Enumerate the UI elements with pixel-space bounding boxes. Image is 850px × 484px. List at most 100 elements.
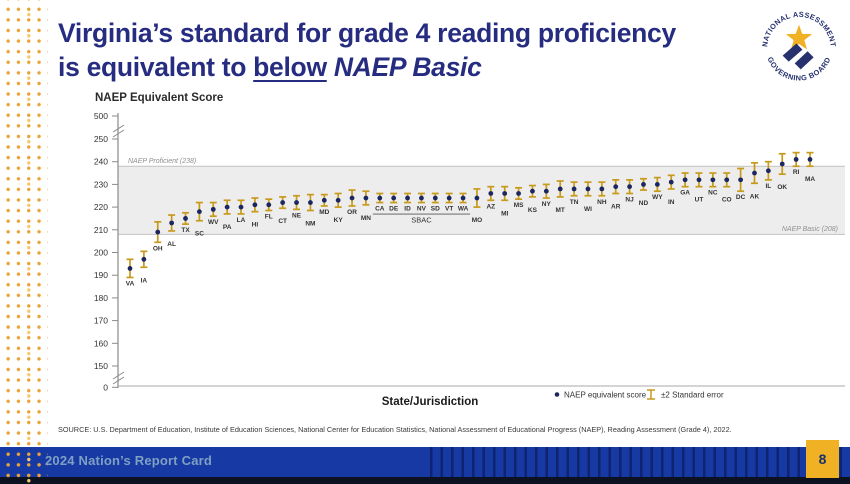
state-label: WA xyxy=(458,206,469,213)
logo-chevron-icon xyxy=(782,43,803,62)
data-point xyxy=(377,195,383,201)
data-point xyxy=(530,188,535,194)
decorative-dot-pattern xyxy=(0,0,48,484)
state-label: KS xyxy=(528,207,538,214)
data-point xyxy=(432,195,438,201)
legend-label-score: NAEP equivalent score xyxy=(564,391,647,400)
y-tick-label: 210 xyxy=(94,225,108,235)
data-point xyxy=(280,200,286,205)
state-label: SC xyxy=(195,231,204,238)
state-label: IL xyxy=(765,183,771,190)
y-tick-label: 190 xyxy=(94,270,108,280)
data-point xyxy=(363,195,369,201)
y-tick-label: 200 xyxy=(94,248,108,258)
nagb-logo-icon: NATIONAL ASSESSMENT GOVERNING BOARD xyxy=(760,10,837,83)
state-label: MS xyxy=(514,202,524,209)
state-label: AL xyxy=(167,241,176,248)
state-label: KY xyxy=(334,217,344,224)
axis-break-icon xyxy=(112,376,125,385)
chart-y-axis-title: NAEP Equivalent Score xyxy=(95,92,224,104)
legend-error-bar-icon xyxy=(647,389,655,400)
data-point xyxy=(599,186,605,192)
state-label: VT xyxy=(445,206,453,213)
logo-chevron2-icon xyxy=(794,51,814,70)
data-point xyxy=(127,265,133,271)
chart-x-axis-title: State/Jurisdiction xyxy=(382,396,479,408)
data-point xyxy=(238,204,244,210)
state-label: OR xyxy=(347,209,357,216)
data-point xyxy=(321,197,327,203)
state-label: VA xyxy=(126,280,135,287)
state-label: CO xyxy=(722,197,732,204)
y-tick-label: 230 xyxy=(94,179,108,189)
naep-proficient-line-label: NAEP Proficient (238) xyxy=(128,158,196,165)
state-label: MO xyxy=(472,217,482,224)
state-label: LA xyxy=(237,217,246,224)
data-point xyxy=(419,195,424,201)
state-label: NE xyxy=(292,212,302,219)
data-point xyxy=(224,204,230,210)
y-tick-label: 170 xyxy=(94,316,108,326)
data-point xyxy=(613,184,619,190)
axis-break-icon xyxy=(112,129,125,138)
state-label: IN xyxy=(668,199,675,206)
naep-basic-line-label: NAEP Basic (208) xyxy=(782,226,838,233)
data-point xyxy=(391,195,397,201)
state-label: ID xyxy=(404,206,411,213)
state-label: MN xyxy=(361,215,371,222)
data-point xyxy=(446,195,452,201)
state-label: AR xyxy=(611,203,621,210)
footer-circuit-pattern xyxy=(430,447,850,477)
data-point xyxy=(349,195,355,201)
state-label: TX xyxy=(181,227,190,234)
data-point xyxy=(516,191,521,196)
state-label: SD xyxy=(431,206,440,213)
state-label: DE xyxy=(389,206,399,213)
data-point xyxy=(141,256,147,262)
legend-label-stderr: ±2 Standard error xyxy=(661,391,724,400)
data-point xyxy=(738,177,744,183)
state-label: NH xyxy=(597,199,607,206)
data-point xyxy=(696,177,702,183)
data-point xyxy=(724,177,730,183)
state-label: RI xyxy=(793,169,800,176)
state-label: OH xyxy=(153,245,163,252)
data-point xyxy=(169,220,175,226)
legend-dot-icon xyxy=(554,392,560,397)
state-label: WY xyxy=(652,194,663,201)
footer-band: 2024 Nation’s Report Card xyxy=(0,447,850,477)
data-point xyxy=(543,188,549,194)
source-note: SOURCE: U.S. Department of Education, In… xyxy=(58,425,732,434)
y-tick-label: 220 xyxy=(94,202,108,212)
data-point xyxy=(460,195,466,201)
y-tick-label: 250 xyxy=(94,134,108,144)
state-label: ND xyxy=(639,200,649,207)
data-point xyxy=(571,186,577,192)
title-line-2: is equivalent to below NAEP Basic xyxy=(58,50,758,84)
state-label: IA xyxy=(141,277,148,284)
data-point xyxy=(641,182,646,187)
state-label: MI xyxy=(501,210,508,217)
state-label: NY xyxy=(542,201,552,208)
data-point xyxy=(793,157,799,162)
state-label: AZ xyxy=(486,203,495,210)
state-label: WV xyxy=(208,219,219,226)
state-label: HI xyxy=(252,222,259,229)
state-label: GA xyxy=(680,190,690,197)
data-point xyxy=(807,157,813,162)
data-point xyxy=(668,179,674,185)
data-point xyxy=(752,170,757,176)
data-point xyxy=(654,182,660,187)
y-tick-label: 0 xyxy=(103,382,108,392)
data-point xyxy=(710,177,716,183)
state-label: CA xyxy=(375,206,385,213)
state-label: MT xyxy=(556,207,565,214)
state-label: NJ xyxy=(625,196,634,203)
state-label: TN xyxy=(570,199,579,206)
axis-break-icon xyxy=(112,371,125,380)
y-tick-label: 240 xyxy=(94,157,108,167)
data-point xyxy=(183,216,188,221)
data-point xyxy=(196,209,202,215)
data-point xyxy=(502,191,508,196)
